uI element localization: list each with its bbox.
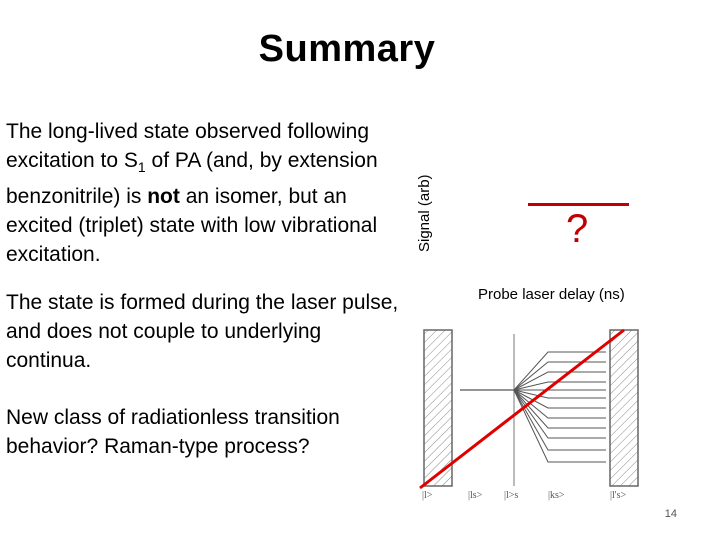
plot-question-mark: ? <box>566 207 589 251</box>
coupling-fan-lines <box>513 351 606 463</box>
diagram-label-5: |l's> <box>610 490 626 501</box>
diagram-label-3: |l>s <box>504 490 518 501</box>
para1-text-c: an isomer, but an excited (triplet) stat… <box>6 185 378 267</box>
summary-paragraph-2: The state is formed during the laser pul… <box>6 291 399 372</box>
diagram-label-1: |l> <box>422 490 433 501</box>
summary-paragraph-3: New class of radiationless transition be… <box>6 406 340 458</box>
page-number: 14 <box>664 508 677 520</box>
para1-bold-not: not <box>147 185 180 209</box>
para1-subscript: 1 <box>137 159 146 176</box>
para1-text-a: The long-lived state observed following … <box>6 120 370 172</box>
summary-paragraph-1: The long-lived state observed following … <box>6 117 406 269</box>
right-continuum-block <box>609 329 639 487</box>
plot-y-axis-label: Signal (arb) <box>416 174 433 252</box>
red-strike-line <box>419 328 625 490</box>
plot-x-axis-label: Probe laser delay (ns) <box>478 286 625 303</box>
plot-placeholder-line <box>528 203 629 206</box>
coupling-diagram: |l> |ls> |l>s |ks> |l's> <box>419 328 639 501</box>
slide-title: Summary <box>258 28 436 70</box>
para1-text-b: of PA (and, by extension benzonitrile) i… <box>6 149 378 209</box>
diagram-label-4: |ks> <box>548 490 565 501</box>
left-continuum-block <box>423 329 453 487</box>
diagram-label-2: |ls> <box>468 490 483 501</box>
